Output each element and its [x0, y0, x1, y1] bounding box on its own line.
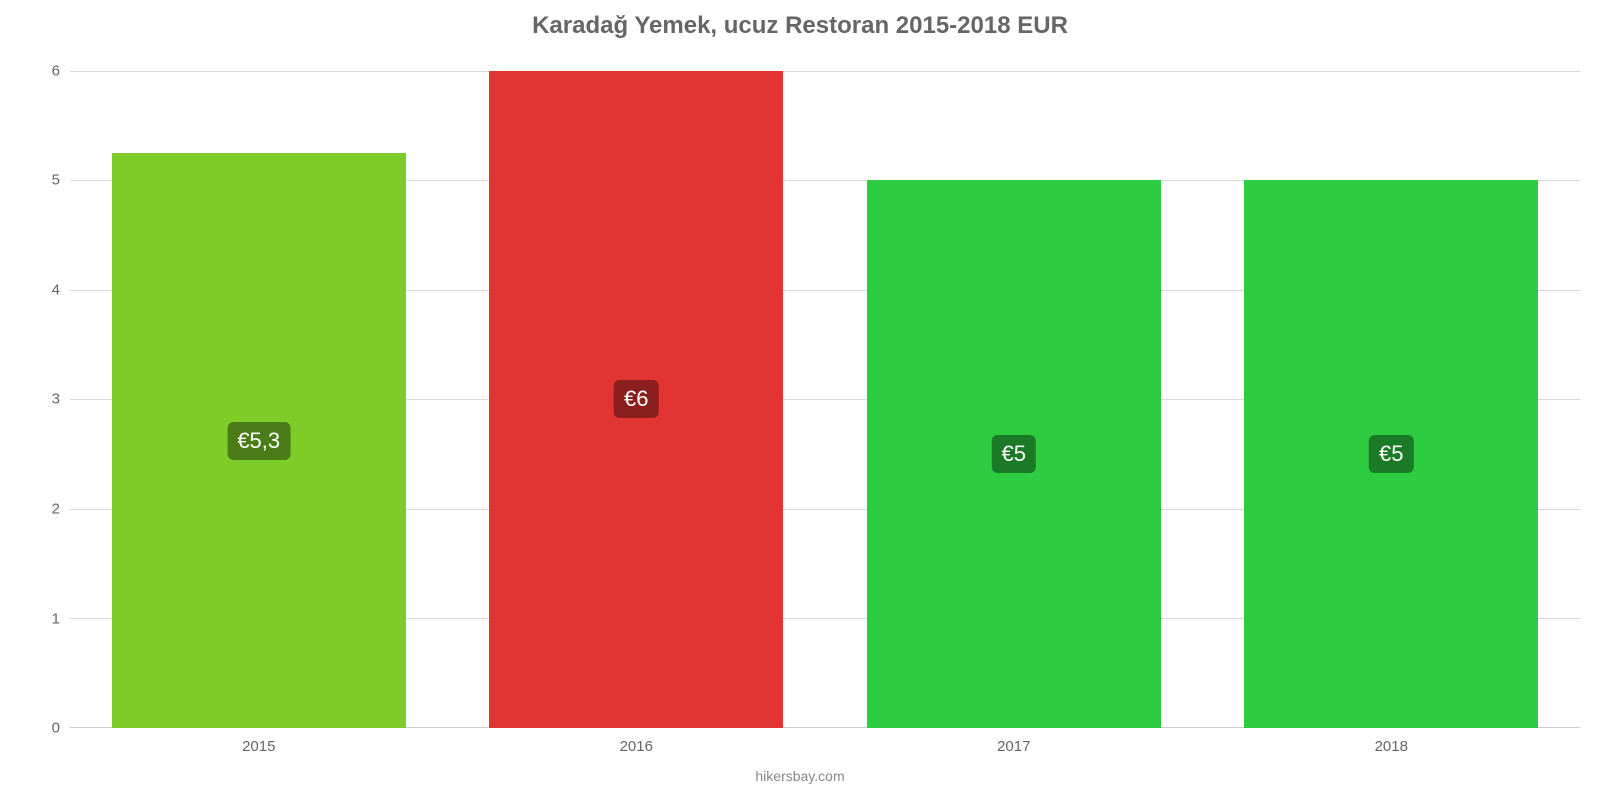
chart-title: Karadağ Yemek, ucuz Restoran 2015-2018 E…	[0, 12, 1600, 40]
x-tick-label: 2017	[997, 728, 1030, 755]
bars-layer: €5,32015€62016€52017€52018	[70, 60, 1580, 728]
bar-value-label: €5	[1369, 435, 1413, 473]
bar-value-label: €5	[991, 435, 1035, 473]
y-tick-label: 6	[52, 62, 70, 79]
y-tick-label: 1	[52, 610, 70, 627]
y-tick-label: 0	[52, 720, 70, 737]
x-tick-label: 2018	[1375, 728, 1408, 755]
x-tick-label: 2015	[242, 728, 275, 755]
y-tick-label: 3	[52, 391, 70, 408]
bar-value-label: €6	[614, 380, 658, 418]
y-tick-label: 4	[52, 281, 70, 298]
bar: €5	[1244, 180, 1538, 728]
bar-value-label: €5,3	[227, 422, 290, 460]
bar-chart: Karadağ Yemek, ucuz Restoran 2015-2018 E…	[0, 0, 1600, 800]
y-tick-label: 5	[52, 172, 70, 189]
chart-caption: hikersbay.com	[0, 768, 1600, 784]
plot-area: 0123456 €5,32015€62016€52017€52018	[70, 60, 1580, 728]
bar: €5,3	[112, 153, 406, 728]
y-tick-label: 2	[52, 500, 70, 517]
x-tick-label: 2016	[620, 728, 653, 755]
bar: €5	[867, 180, 1161, 728]
bar: €6	[489, 71, 783, 728]
